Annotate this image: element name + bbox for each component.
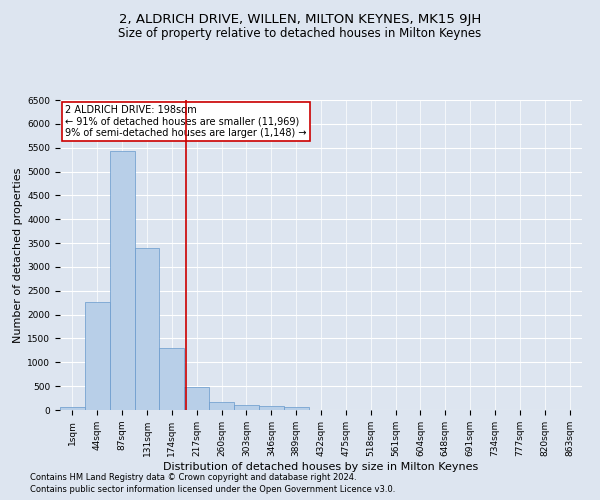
Bar bbox=[234, 405, 259, 410]
Bar bbox=[60, 406, 85, 410]
Text: Contains public sector information licensed under the Open Government Licence v3: Contains public sector information licen… bbox=[30, 485, 395, 494]
Y-axis label: Number of detached properties: Number of detached properties bbox=[13, 168, 23, 342]
Bar bbox=[110, 151, 134, 410]
Bar bbox=[85, 302, 110, 410]
X-axis label: Distribution of detached houses by size in Milton Keynes: Distribution of detached houses by size … bbox=[163, 462, 479, 471]
Text: 2, ALDRICH DRIVE, WILLEN, MILTON KEYNES, MK15 9JH: 2, ALDRICH DRIVE, WILLEN, MILTON KEYNES,… bbox=[119, 12, 481, 26]
Text: 2 ALDRICH DRIVE: 198sqm
← 91% of detached houses are smaller (11,969)
9% of semi: 2 ALDRICH DRIVE: 198sqm ← 91% of detache… bbox=[65, 104, 307, 138]
Text: Size of property relative to detached houses in Milton Keynes: Size of property relative to detached ho… bbox=[118, 28, 482, 40]
Bar bbox=[134, 248, 160, 410]
Bar bbox=[284, 408, 308, 410]
Text: Contains HM Land Registry data © Crown copyright and database right 2024.: Contains HM Land Registry data © Crown c… bbox=[30, 474, 356, 482]
Bar bbox=[259, 406, 284, 410]
Bar bbox=[209, 402, 234, 410]
Bar bbox=[184, 387, 209, 410]
Bar bbox=[160, 348, 184, 410]
